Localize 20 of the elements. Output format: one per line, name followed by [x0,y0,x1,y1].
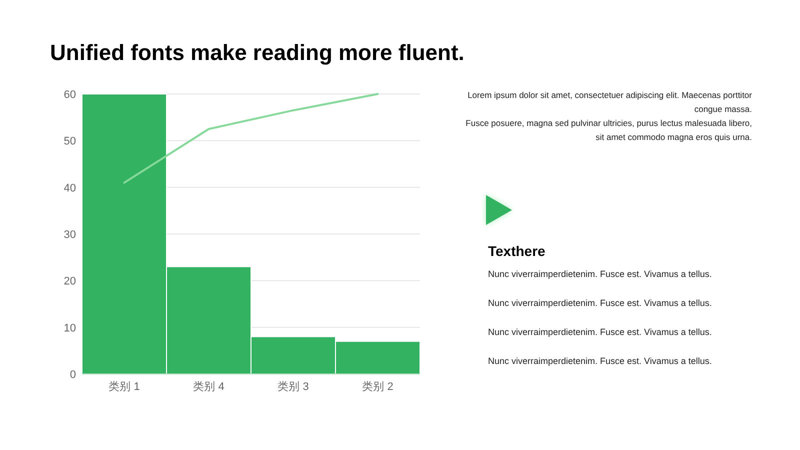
y-tick-label: 40 [64,182,76,194]
text: Texthere [488,243,546,259]
y-tick-label: 30 [64,229,76,241]
text: Nunc viverraimperdietenim. Fusce est. Vivamus a tellus. [488,269,712,279]
text: Lorem ipsum dolor sit amet, consectetuer adipiscing elit. Maecenas porttitor congue massa. [466,89,752,116]
line-series [123,93,379,184]
x-tick-label: 类别 2 [362,380,394,393]
chart-title: Unified fonts make reading more fluent. [50,40,464,65]
text: Nunc viverraimperdietenim. Fusce est. Vivamus a tellus. [488,298,712,308]
y-tick-label: 10 [64,322,76,334]
y-tick-label: 60 [64,89,76,101]
y-tick-label: 50 [64,136,76,148]
text: Fusce posuere, magna sed pulvinar ultricies, purus lectus malesuada libero, sit amet commodo magna eros quis urna. [464,117,752,144]
y-tick-label: 20 [64,276,76,288]
y-tick-label: 0 [70,369,76,381]
text: Nunc viverraimperdietenim. Fusce est. Vivamus a tellus. [488,356,712,366]
text: Nunc viverraimperdietenim. Fusce est. Vivamus a tellus. [488,327,712,337]
x-tick-label: 类别 4 [193,380,224,393]
x-tick-label: 类别 1 [108,380,140,393]
x-tick-label: 类别 3 [278,380,309,393]
